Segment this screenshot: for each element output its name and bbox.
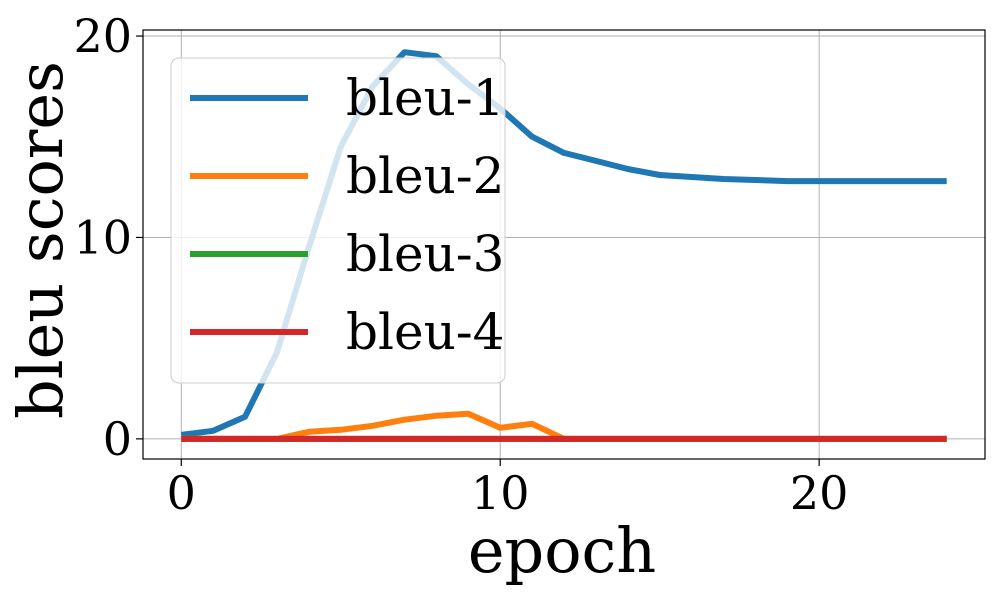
y-tick-label: 20	[73, 9, 132, 63]
x-tick-label: 0	[167, 466, 196, 520]
y-tick-label: 0	[103, 412, 132, 466]
x-tick-label: 10	[471, 466, 530, 520]
legend-label-bleu-3: bleu-3	[346, 225, 505, 283]
legend-box	[170, 57, 506, 384]
legend-label-bleu-1: bleu-1	[346, 69, 505, 127]
x-tick-label: 20	[790, 466, 849, 520]
axis-ticks: 0 10 20 0 10 20	[73, 9, 848, 520]
legend-label-bleu-4: bleu-4	[346, 303, 505, 361]
legend-label-bleu-2: bleu-2	[346, 147, 505, 205]
x-axis-label: epoch	[468, 514, 656, 587]
y-tick-label: 10	[73, 210, 132, 264]
legend: bleu-1 bleu-2 bleu-3 bleu-4	[170, 57, 506, 384]
y-axis-label: bleu scores	[4, 61, 77, 419]
plot-frame	[142, 29, 986, 460]
